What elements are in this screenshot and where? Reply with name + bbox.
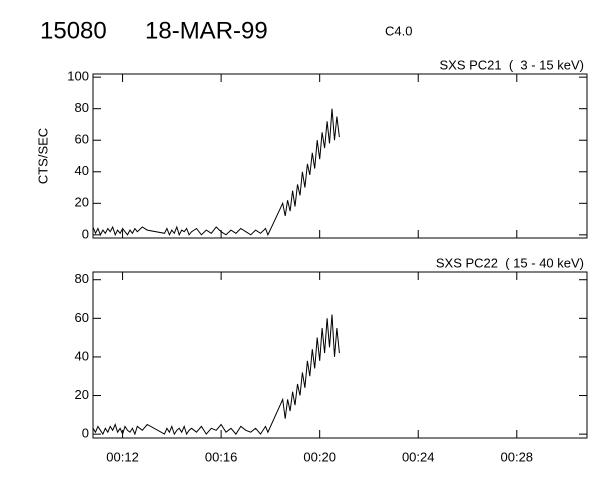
y-tick-label: 80 bbox=[75, 271, 89, 286]
flare-class: C4.0 bbox=[385, 23, 412, 38]
y-tick-label: 20 bbox=[75, 195, 89, 210]
plot-frame bbox=[92, 271, 588, 439]
x-tick-label: 00:24 bbox=[402, 449, 435, 464]
y-tick-label: 60 bbox=[75, 132, 89, 147]
event-id: 15080 bbox=[40, 17, 107, 44]
x-tick-label: 00:16 bbox=[205, 449, 238, 464]
y-tick-label: 80 bbox=[75, 100, 89, 115]
date: 18-MAR-99 bbox=[145, 17, 268, 44]
y-tick-label: 100 bbox=[67, 69, 89, 84]
y-tick-label: 20 bbox=[75, 387, 89, 402]
y-tick-label: 40 bbox=[75, 348, 89, 363]
data-line bbox=[92, 314, 340, 436]
y-tick-label: 60 bbox=[75, 310, 89, 325]
y-tick-label: 0 bbox=[82, 426, 89, 441]
y-tick-label: 0 bbox=[82, 226, 89, 241]
y-tick-label: 40 bbox=[75, 163, 89, 178]
x-tick-label: 00:12 bbox=[106, 449, 139, 464]
y-axis-label: CTS/SEC bbox=[35, 128, 50, 184]
x-tick-label: 00:20 bbox=[303, 449, 336, 464]
data-line bbox=[92, 108, 340, 237]
panel-title: SXS PC22 ( 15 - 40 keV) bbox=[436, 255, 584, 270]
panel-title: SXS PC21 ( 3 - 15 keV) bbox=[439, 57, 584, 72]
plot-frame bbox=[92, 73, 588, 239]
x-tick-label: 00:28 bbox=[501, 449, 534, 464]
